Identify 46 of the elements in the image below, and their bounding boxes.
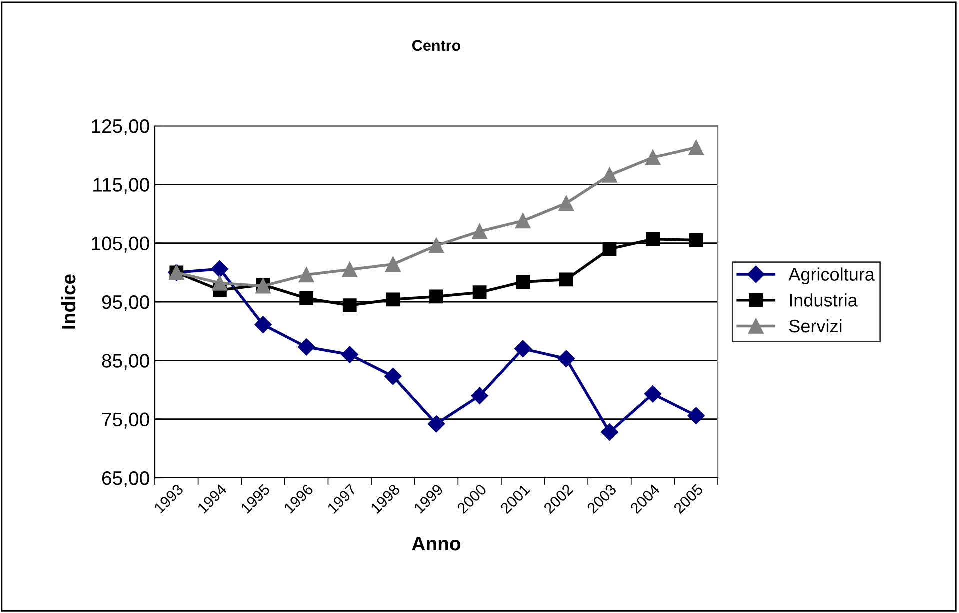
point — [298, 267, 314, 283]
x-axis-title: Anno — [412, 537, 461, 551]
point — [212, 276, 228, 291]
point — [646, 232, 660, 246]
point — [298, 338, 316, 356]
chart-title: Centro — [412, 40, 461, 52]
point — [645, 150, 661, 166]
legend-label: Servizi — [789, 319, 842, 333]
point — [342, 298, 357, 312]
point — [254, 316, 272, 334]
y-tick-label: 125,00 — [92, 119, 150, 136]
point — [688, 407, 705, 424]
point — [430, 290, 444, 304]
point — [300, 292, 314, 306]
point — [558, 350, 575, 368]
point — [341, 346, 358, 364]
y-tick-label: 115,00 — [94, 178, 150, 194]
legend-label: Agricoltura — [788, 268, 875, 285]
point — [428, 415, 446, 433]
y-tick-label: 75,00 — [102, 412, 150, 429]
point — [386, 292, 400, 307]
point — [472, 286, 487, 300]
y-tick-label: 95,00 — [102, 295, 150, 312]
point — [342, 262, 358, 278]
point — [602, 242, 617, 256]
point — [516, 275, 530, 289]
legend-label: Industria — [790, 294, 858, 307]
point — [514, 340, 532, 358]
y-axis-title: Indice — [61, 274, 76, 329]
point — [384, 368, 402, 386]
point — [689, 233, 704, 248]
point — [601, 424, 618, 441]
point — [559, 272, 574, 287]
point — [471, 387, 488, 404]
y-tick-label: 85,00 — [102, 354, 150, 370]
point — [472, 224, 488, 240]
y-tick-label: 105,00 — [92, 236, 150, 253]
point — [602, 168, 618, 183]
point — [211, 260, 229, 278]
point — [558, 196, 574, 212]
point — [688, 140, 704, 156]
point — [386, 256, 401, 272]
point — [428, 238, 444, 254]
point — [644, 386, 662, 403]
point — [515, 213, 531, 229]
y-tick-label: 65,00 — [102, 471, 150, 488]
